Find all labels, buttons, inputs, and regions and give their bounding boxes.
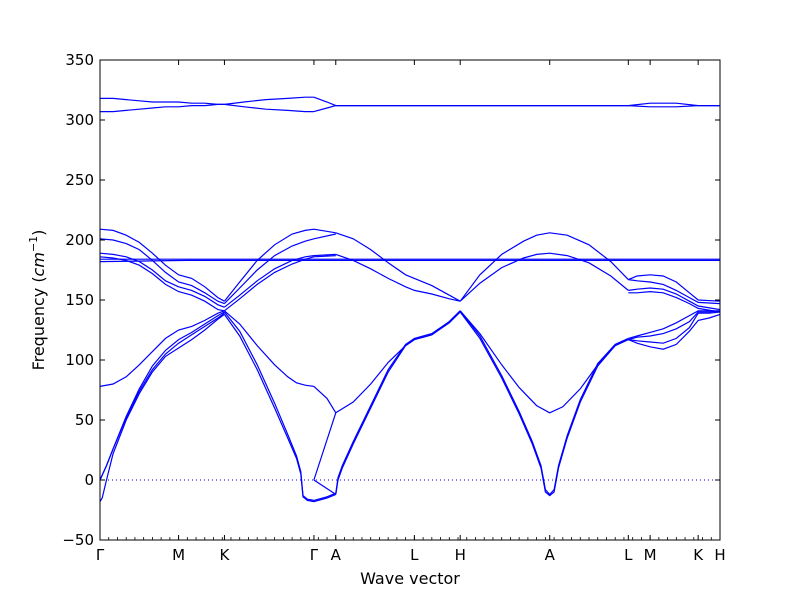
y-tick-label: 300	[65, 111, 94, 129]
band-line-24	[99, 313, 225, 502]
band-line-21	[628, 279, 721, 305]
y-axis-label-unit: cm	[29, 252, 48, 276]
band-line-27	[99, 310, 225, 387]
y-tick-label: 100	[65, 351, 94, 369]
x-tick-label: M	[172, 546, 185, 564]
band-line-10	[223, 228, 336, 302]
y-tick-label: 200	[65, 231, 94, 249]
band-line-42	[628, 310, 720, 339]
band-line-26	[99, 311, 225, 481]
y-axis-label-text: Frequency (	[29, 276, 48, 370]
band-line-22	[628, 287, 721, 311]
band-line-12	[224, 253, 336, 308]
band-line-32	[313, 479, 337, 495]
y-tick-label: 150	[65, 291, 94, 309]
x-axis-label: Wave vector	[360, 569, 460, 588]
band-line-38	[459, 310, 629, 414]
x-tick-label: L	[410, 546, 419, 564]
y-tick-label: 0	[84, 471, 94, 489]
band-line-11	[223, 233, 336, 305]
band-line-28	[223, 314, 337, 503]
band-line-37	[459, 310, 629, 496]
x-tick-label: M	[644, 546, 657, 564]
band-line-17	[335, 253, 461, 302]
x-tick-label: Γ	[96, 546, 105, 564]
x-tick-label: K	[220, 546, 231, 564]
y-axis-ticks: −50 0 50 100 150 200 250 300 350	[62, 51, 720, 549]
band-line-35	[335, 310, 461, 414]
y-axis-label: Frequency (cm−1)	[27, 230, 48, 371]
band-line-1	[100, 103, 225, 113]
x-tick-label: Γ	[310, 546, 319, 564]
y-tick-label: 50	[75, 411, 94, 429]
band-line-34	[335, 310, 461, 494]
band-line-6	[99, 228, 225, 302]
band-line-23	[628, 290, 721, 313]
band-line-0	[100, 97, 225, 105]
band-line-15	[99, 259, 720, 263]
x-tick-label: H	[455, 546, 466, 564]
y-tick-label: 250	[65, 171, 94, 189]
band-line-7	[99, 238, 225, 305]
x-tick-label: L	[624, 546, 633, 564]
band-line-41	[628, 313, 721, 350]
band-line-19	[459, 252, 629, 302]
band-line-39	[628, 310, 721, 341]
band-line-31	[313, 412, 337, 481]
x-tick-label: H	[714, 546, 725, 564]
x-tick-label: A	[545, 546, 556, 564]
band-line-18	[459, 232, 629, 302]
band-line-16	[335, 232, 461, 302]
band-line-5	[313, 105, 720, 113]
band-line-29	[223, 311, 337, 502]
y-tick-label: −50	[62, 531, 94, 549]
band-line-3	[224, 103, 314, 113]
x-tick-label: A	[331, 546, 342, 564]
band-line-36	[459, 311, 629, 497]
band-lines	[99, 96, 721, 503]
band-line-2	[224, 96, 314, 105]
band-line-13	[224, 255, 336, 312]
band-line-20	[628, 274, 721, 302]
y-axis-label-close: )	[29, 230, 48, 236]
x-tick-label: K	[693, 546, 704, 564]
band-line-8	[99, 252, 225, 308]
y-axis-label-unit-exponent: −1	[27, 236, 40, 252]
band-line-40	[628, 311, 721, 344]
y-tick-label: 350	[65, 51, 94, 69]
band-line-30	[224, 310, 337, 414]
